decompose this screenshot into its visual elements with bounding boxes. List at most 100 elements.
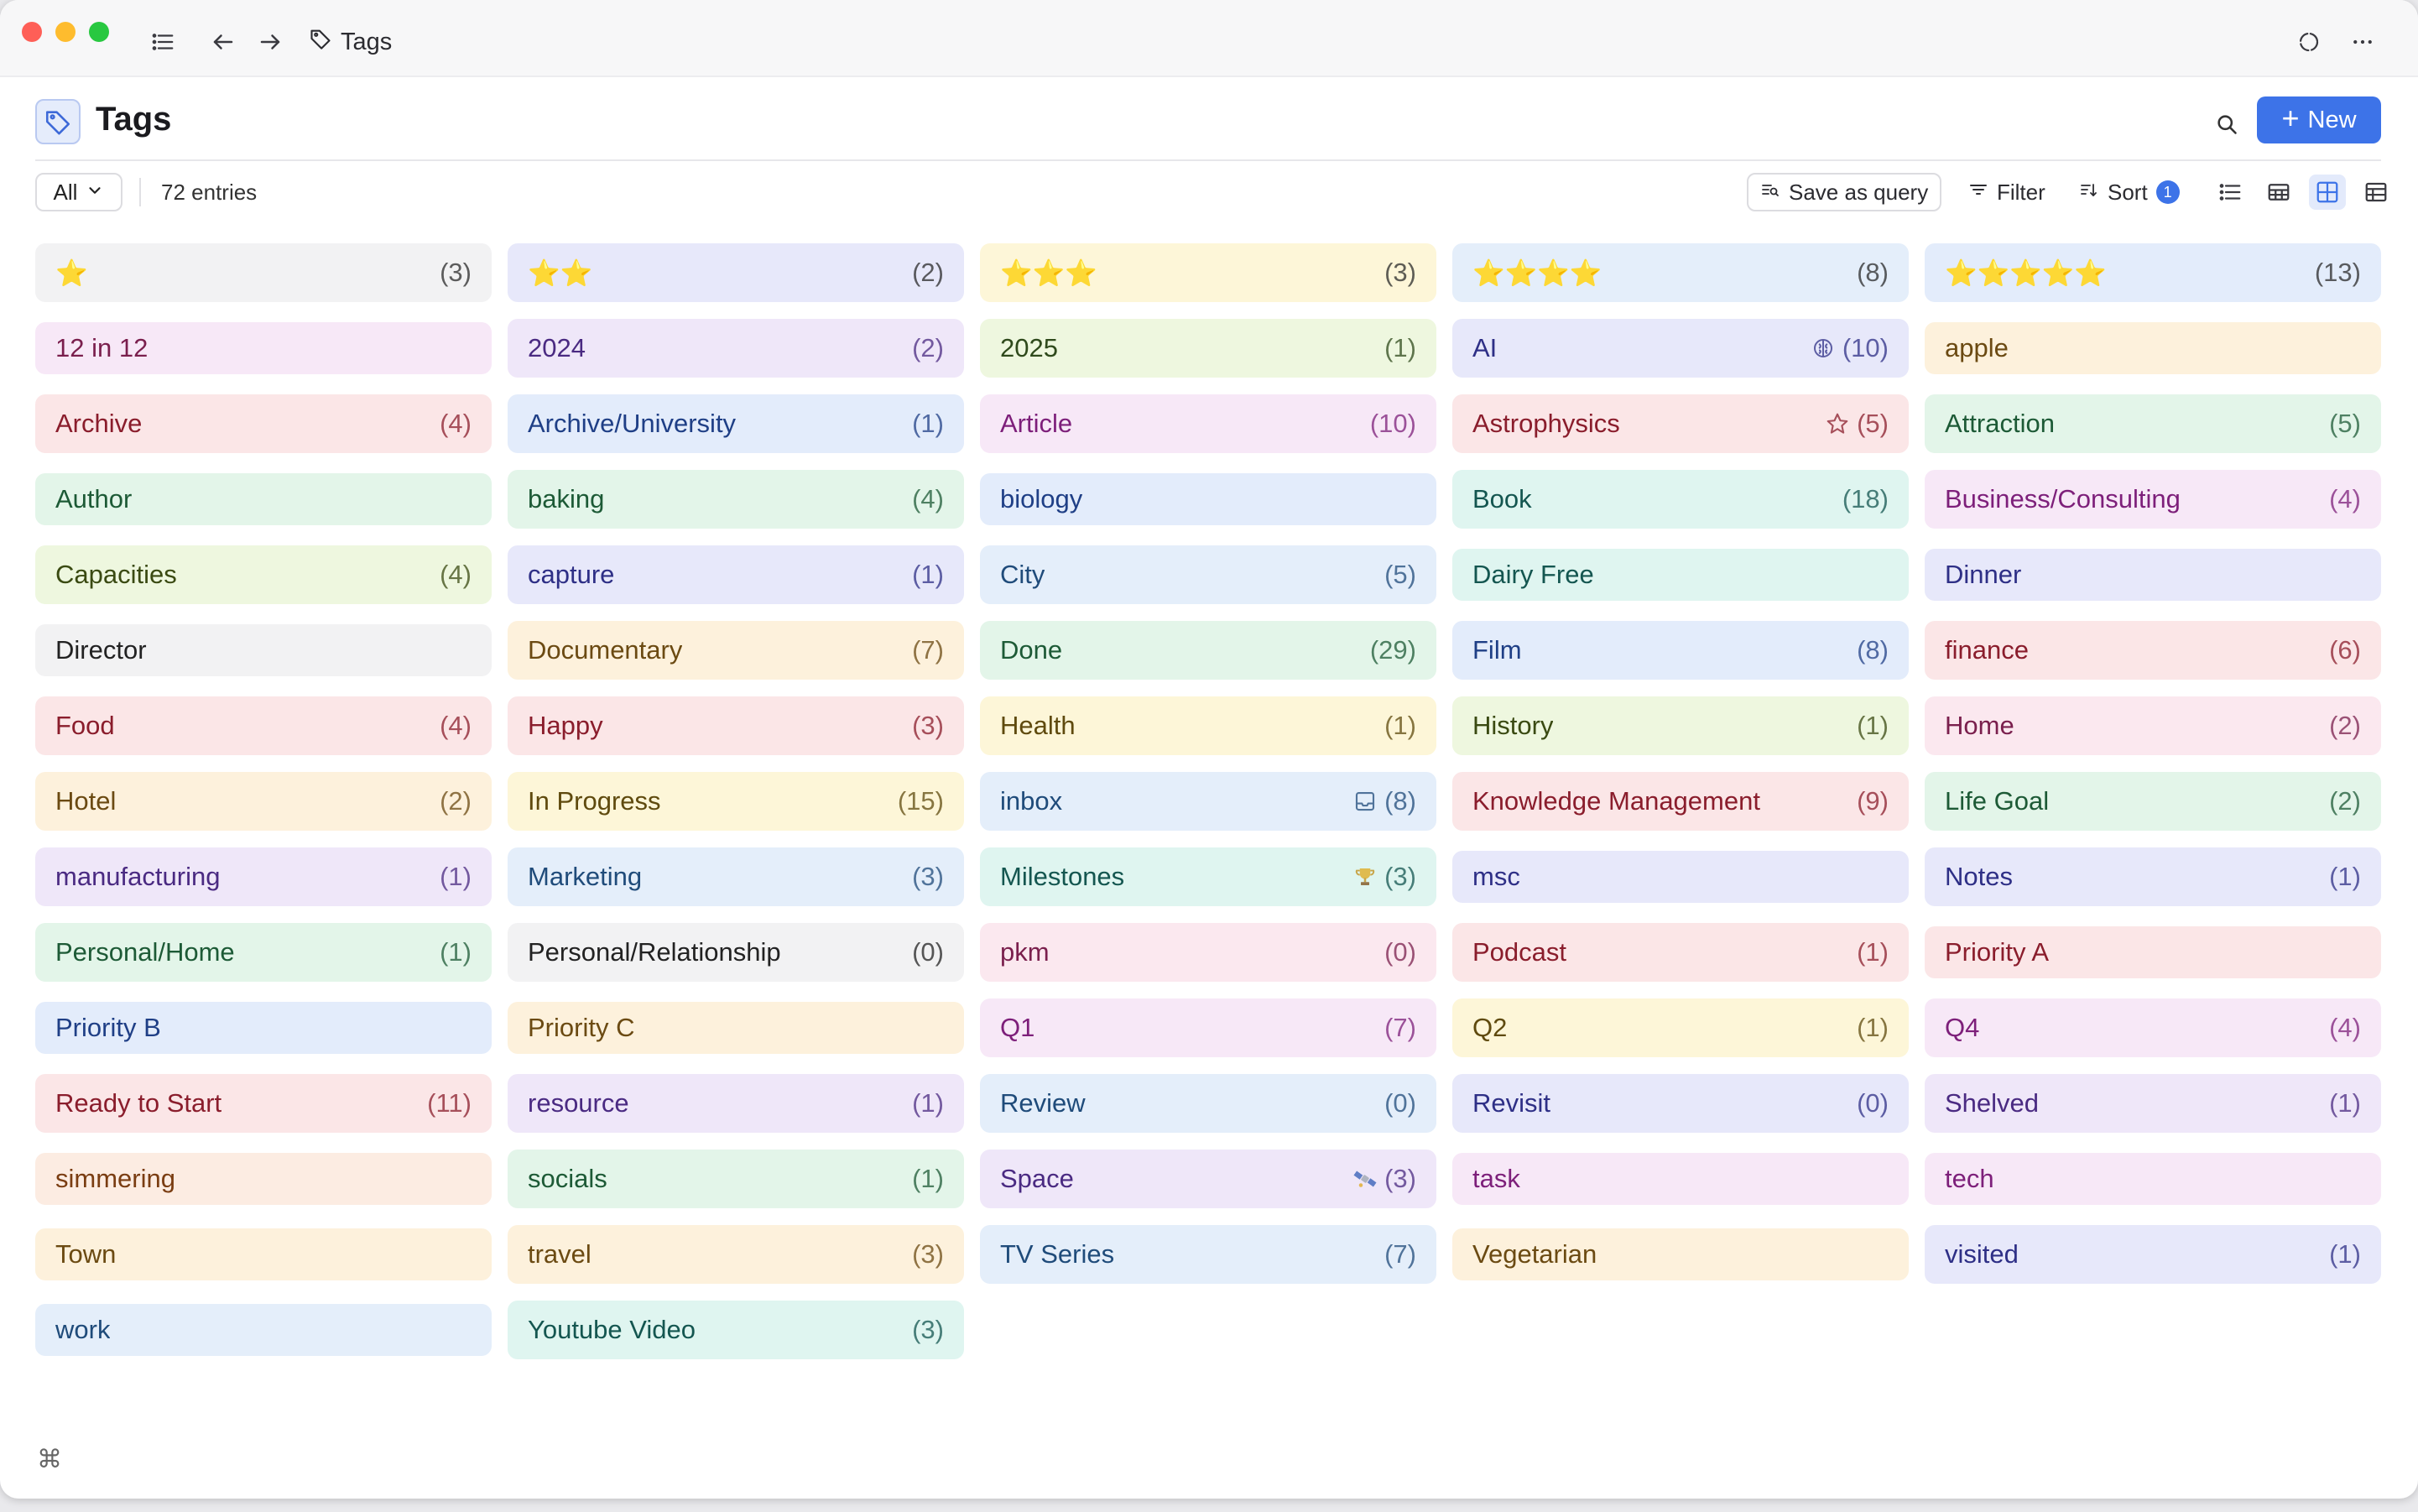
tag-card[interactable]: Q4 (4)	[1925, 998, 2381, 1057]
tag-card[interactable]: Attraction (5)	[1925, 394, 2381, 453]
sync-icon[interactable]	[2292, 25, 2326, 59]
back-arrow-icon[interactable]	[206, 25, 240, 59]
tag-card[interactable]: Life Goal (2)	[1925, 772, 2381, 831]
tag-card[interactable]: Notes (1)	[1925, 847, 2381, 906]
wall-view-icon[interactable]	[2260, 175, 2297, 210]
tag-card[interactable]: 2024 (2)	[508, 319, 964, 378]
table-view-icon[interactable]	[2358, 175, 2395, 210]
tag-card[interactable]: apple	[1925, 322, 2381, 374]
tag-card[interactable]: Film (8)	[1452, 621, 1909, 680]
tag-card[interactable]: Q1 (7)	[980, 998, 1436, 1057]
tag-label: Priority C	[528, 1013, 635, 1042]
sidebar-toggle-icon[interactable]	[146, 25, 180, 59]
tag-card[interactable]: Done (29)	[980, 621, 1436, 680]
tag-card[interactable]: Shelved (1)	[1925, 1074, 2381, 1133]
tag-card[interactable]: capture (1)	[508, 545, 964, 604]
sort-icon	[2079, 180, 2099, 206]
breadcrumb[interactable]: Tags	[309, 27, 392, 57]
tag-meta: (3)	[1352, 1164, 1416, 1194]
list-view-icon[interactable]	[2212, 175, 2249, 210]
tag-card[interactable]: Food (4)	[35, 696, 492, 755]
tag-card[interactable]: Dairy Free	[1452, 549, 1909, 601]
tag-label: Q2	[1472, 1013, 1508, 1042]
minimize-window-button[interactable]	[55, 22, 76, 42]
tag-card[interactable]: Priority A	[1925, 926, 2381, 978]
tag-card[interactable]: biology	[980, 473, 1436, 525]
zoom-window-button[interactable]	[89, 22, 109, 42]
tag-card[interactable]: Priority B	[35, 1002, 492, 1054]
command-shortcut[interactable]: ⌘	[37, 1446, 62, 1473]
tag-card[interactable]: AI (10)	[1452, 319, 1909, 378]
save-as-query-button[interactable]: Save as query	[1747, 173, 1942, 211]
tag-card[interactable]: Youtube Video (3)	[508, 1301, 964, 1359]
tag-card[interactable]: work	[35, 1304, 492, 1356]
forward-arrow-icon[interactable]	[253, 25, 287, 59]
tag-card[interactable]: Personal/Relationship (0)	[508, 923, 964, 982]
grid-view-icon[interactable]	[2309, 175, 2346, 210]
tag-card[interactable]: TV Series (7)	[980, 1225, 1436, 1284]
tag-card[interactable]: Revisit (0)	[1452, 1074, 1909, 1133]
tag-card[interactable]: Milestones (3)	[980, 847, 1436, 906]
tag-card[interactable]: Knowledge Management (9)	[1452, 772, 1909, 831]
tag-card[interactable]: task	[1452, 1153, 1909, 1205]
tag-card[interactable]: Archive (4)	[35, 394, 492, 453]
tag-card[interactable]: baking (4)	[508, 470, 964, 529]
tag-card[interactable]: resource (1)	[508, 1074, 964, 1133]
tag-card[interactable]: Archive/University (1)	[508, 394, 964, 453]
tag-card[interactable]: Ready to Start (11)	[35, 1074, 492, 1133]
tag-card[interactable]: socials (1)	[508, 1150, 964, 1208]
tag-meta: (1)	[2329, 1088, 2361, 1118]
tag-card[interactable]: Personal/Home (1)	[35, 923, 492, 982]
tag-card[interactable]: Vegetarian	[1452, 1228, 1909, 1280]
tag-card[interactable]: ⭐ (3)	[35, 243, 492, 302]
tag-count: (4)	[440, 711, 472, 740]
tag-card[interactable]: tech	[1925, 1153, 2381, 1205]
tag-card[interactable]: Business/Consulting (4)	[1925, 470, 2381, 529]
tag-card[interactable]: History (1)	[1452, 696, 1909, 755]
tag-card[interactable]: In Progress (15)	[508, 772, 964, 831]
tag-card[interactable]: Dinner	[1925, 549, 2381, 601]
tag-card[interactable]: Priority C	[508, 1002, 964, 1054]
tag-card[interactable]: pkm (0)	[980, 923, 1436, 982]
search-icon[interactable]	[2208, 106, 2245, 143]
tag-card[interactable]: Town	[35, 1228, 492, 1280]
tag-card[interactable]: msc	[1452, 851, 1909, 903]
tag-card[interactable]: ⭐⭐⭐⭐ (8)	[1452, 243, 1909, 302]
tag-card[interactable]: Hotel (2)	[35, 772, 492, 831]
tag-card[interactable]: ⭐⭐ (2)	[508, 243, 964, 302]
tag-card[interactable]: Health (1)	[980, 696, 1436, 755]
tag-card[interactable]: Book (18)	[1452, 470, 1909, 529]
tag-card[interactable]: 12 in 12	[35, 322, 492, 374]
tag-card[interactable]: Astrophysics (5)	[1452, 394, 1909, 453]
tag-card[interactable]: Documentary (7)	[508, 621, 964, 680]
more-options-icon[interactable]	[2346, 25, 2379, 59]
tag-card[interactable]: Space (3)	[980, 1150, 1436, 1208]
filter-select[interactable]: All	[35, 173, 122, 211]
tag-label: Youtube Video	[528, 1315, 696, 1344]
close-window-button[interactable]	[22, 22, 42, 42]
tag-card[interactable]: Q2 (1)	[1452, 998, 1909, 1057]
tag-card[interactable]: Podcast (1)	[1452, 923, 1909, 982]
tag-card[interactable]: Review (0)	[980, 1074, 1436, 1133]
tag-card[interactable]: 2025 (1)	[980, 319, 1436, 378]
filter-button[interactable]: Filter	[1957, 173, 2057, 211]
tag-meta: (3)	[912, 711, 944, 741]
tag-card[interactable]: Director	[35, 624, 492, 676]
tag-card[interactable]: visited (1)	[1925, 1225, 2381, 1284]
tag-card[interactable]: ⭐⭐⭐⭐⭐ (13)	[1925, 243, 2381, 302]
tag-card[interactable]: Article (10)	[980, 394, 1436, 453]
tag-card[interactable]: Marketing (3)	[508, 847, 964, 906]
tag-card[interactable]: finance (6)	[1925, 621, 2381, 680]
tag-card[interactable]: manufacturing (1)	[35, 847, 492, 906]
tag-card[interactable]: inbox (8)	[980, 772, 1436, 831]
tag-card[interactable]: Happy (3)	[508, 696, 964, 755]
tag-card[interactable]: City (5)	[980, 545, 1436, 604]
tag-card[interactable]: Home (2)	[1925, 696, 2381, 755]
tag-card[interactable]: simmering	[35, 1153, 492, 1205]
tag-card[interactable]: Capacities (4)	[35, 545, 492, 604]
tag-card[interactable]: ⭐⭐⭐ (3)	[980, 243, 1436, 302]
sort-button[interactable]: Sort 1	[2067, 173, 2191, 211]
tag-card[interactable]: travel (3)	[508, 1225, 964, 1284]
tag-card[interactable]: Author	[35, 473, 492, 525]
new-button[interactable]: + New	[2257, 96, 2381, 143]
